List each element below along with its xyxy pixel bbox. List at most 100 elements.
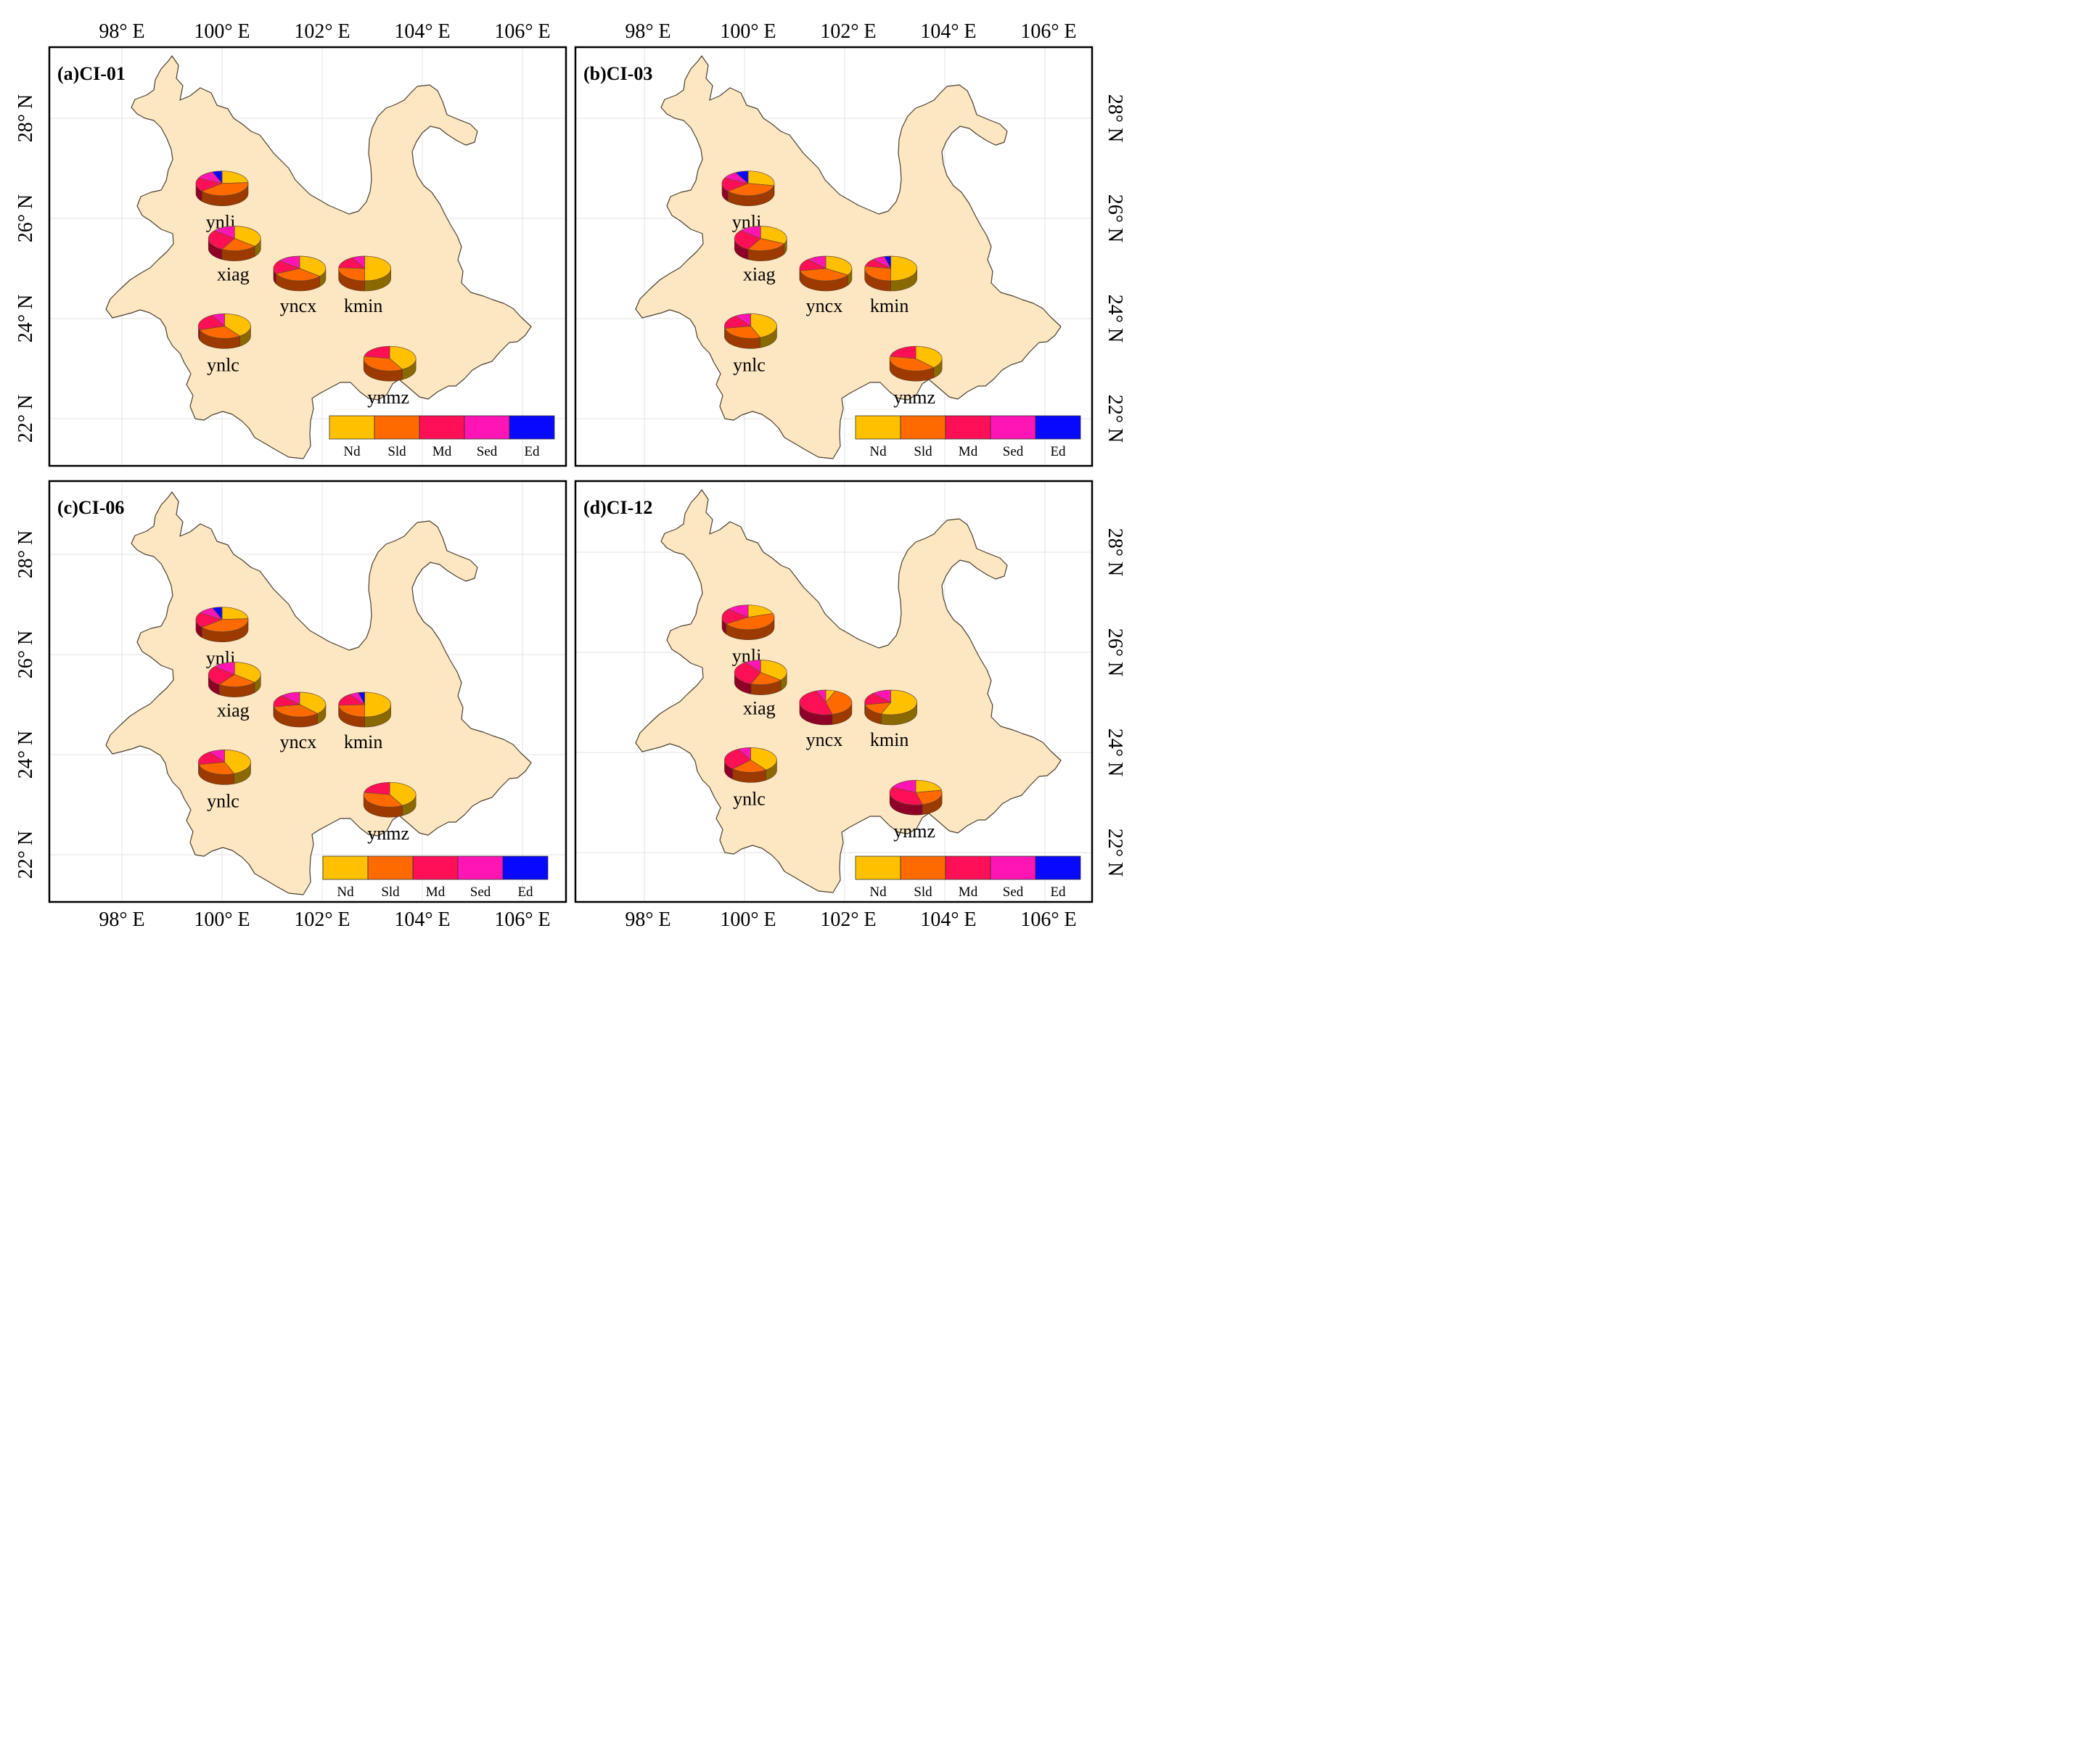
lat-tick-label: 22° N (15, 395, 37, 443)
legend-swatch-md (412, 855, 459, 880)
station-kmin-nd-slice (364, 692, 391, 718)
panel-b-province-outline (635, 55, 1062, 459)
station-xiag-sld-slice (750, 672, 782, 685)
panel-b: (b)CI-03 ynlj xiag yncx kmin ynlc ynmz Nd Sld Md S… (574, 20, 1126, 467)
station-kmin: kmin (338, 692, 391, 752)
station-ynlj-sld-slice (727, 183, 774, 197)
station-ynlc-sed-slice (211, 313, 225, 327)
station-ynmz-sld-slice (889, 356, 935, 372)
station-kmin-sed-slice (872, 689, 891, 703)
station-ynlc-pie-sides (724, 760, 777, 783)
station-yncx: yncx (273, 692, 327, 752)
lon-tick-label: 104° E (394, 908, 450, 931)
station-label-ynmz: ynmz (367, 387, 409, 408)
legend-label-md: Md (959, 885, 978, 900)
station-ynmz-nd-slice (915, 345, 943, 368)
lon-tick-label: 100° E (194, 20, 250, 43)
legend-label-sed: Sed (470, 885, 491, 900)
legend-label-ed: Ed (524, 444, 540, 459)
station-label-xiag: xiag (743, 264, 776, 285)
legend-swatch-sed (990, 415, 1036, 440)
legend-swatch-nd (855, 415, 901, 440)
station-xiag-pie-sides (734, 672, 787, 695)
station-label-kmin: kmin (344, 295, 382, 316)
lat-tick-label: 26° N (1104, 194, 1126, 242)
legend-swatch-nd (329, 415, 375, 440)
lat-tick-label: 26° N (1104, 628, 1126, 676)
station-ynlj-sld-slice (725, 613, 775, 631)
station-ynlj-ed-slice (734, 171, 749, 184)
lon-tick-label: 100° E (720, 20, 776, 43)
station-ynlc-sld-slice (198, 761, 235, 775)
station-label-kmin: kmin (870, 729, 909, 750)
station-ynlc-sld-slice (199, 325, 241, 339)
station-kmin: kmin (864, 255, 917, 316)
lon-tick-label: 102° E (294, 908, 350, 931)
station-ynlc-sld-slice (731, 759, 767, 773)
station-yncx-sed-slice (807, 255, 827, 269)
lat-tick-label: 28° N (1104, 94, 1126, 142)
legend-swatch-ed (1035, 855, 1081, 880)
station-label-ynmz: ynmz (367, 823, 409, 844)
panel-d-legend: Nd Sld Md Sed Ed (855, 855, 1081, 900)
legend-label-ed: Ed (517, 885, 533, 900)
panel-d-title: (d)CI-12 (583, 497, 652, 518)
legend-swatch-md (945, 855, 991, 880)
panel-a-legend: Nd Sld Md Sed Ed (329, 415, 555, 459)
station-ynlc: ynlc (198, 313, 251, 375)
station-ynlc-sed-slice (734, 313, 751, 327)
station-xiag-sld-slice (218, 674, 255, 687)
legend-label-nd: Nd (337, 885, 354, 900)
lat-tick-label: 28° N (1104, 528, 1126, 576)
station-ynlj-md-slice (721, 178, 750, 192)
lon-tick-label: 104° E (394, 20, 450, 43)
lon-tick-label: 98° E (625, 20, 670, 43)
legend-label-ed: Ed (1050, 885, 1066, 900)
station-ynlj: ynlj (195, 171, 249, 233)
legend-label-sld: Sld (914, 444, 932, 459)
panel-d-frame (574, 480, 1094, 903)
station-xiag-nd-slice (234, 662, 261, 683)
lon-tick-label: 100° E (194, 908, 250, 931)
station-xiag-nd-slice (760, 226, 787, 245)
lat-tick-label: 22° N (1104, 395, 1126, 443)
lon-tick-label: 98° E (625, 908, 670, 931)
station-label-yncx: yncx (280, 731, 317, 752)
lat-tick-label: 22° N (15, 831, 37, 879)
station-yncx: yncx (799, 255, 853, 316)
legend-label-sed: Sed (477, 444, 498, 459)
lon-tick-label: 106° E (494, 908, 550, 931)
panel-a: (a)CI-01 ynlj xiag yncx kmin ynlc ynmz Nd Sld Md S… (15, 20, 567, 467)
legend-label-nd: Nd (869, 444, 887, 459)
legend-swatch-sld (374, 415, 420, 440)
lon-tick-label: 102° E (294, 20, 350, 43)
panel-a-map-area (49, 47, 566, 466)
station-kmin-ed-slice (358, 692, 365, 705)
legend-swatch-ed (502, 855, 549, 880)
station-kmin-nd-slice (364, 255, 391, 282)
station-kmin-nd-slice (880, 689, 917, 715)
station-yncx: yncx (273, 255, 327, 316)
station-label-xiag: xiag (217, 264, 250, 285)
station-label-xiag: xiag (743, 698, 776, 719)
station-kmin: kmin (864, 689, 917, 750)
legend-swatch-sed (990, 855, 1036, 880)
lat-tick-label: 26° N (15, 194, 37, 242)
station-xiag-md-slice (208, 230, 235, 250)
legend-label-nd: Nd (343, 444, 361, 459)
legend-swatch-md (419, 415, 465, 440)
station-ynlj-md-slice (195, 612, 223, 628)
station-ynmz: ynmz (889, 345, 943, 408)
station-xiag-md-slice (734, 230, 761, 250)
station-label-ynmz: ynmz (893, 387, 935, 408)
lon-tick-label: 102° E (820, 20, 876, 43)
station-ynlj-nd-slice (221, 171, 249, 184)
legend-label-sld: Sld (381, 885, 400, 900)
station-ynlj-ed-slice (212, 171, 223, 184)
station-ynlj-sld-slice (201, 618, 249, 633)
station-ynmz-nd-slice (389, 345, 417, 370)
station-xiag-sed-slice (213, 226, 235, 239)
station-ynlc-md-slice (198, 752, 226, 765)
station-yncx-sed-slice (281, 692, 300, 705)
